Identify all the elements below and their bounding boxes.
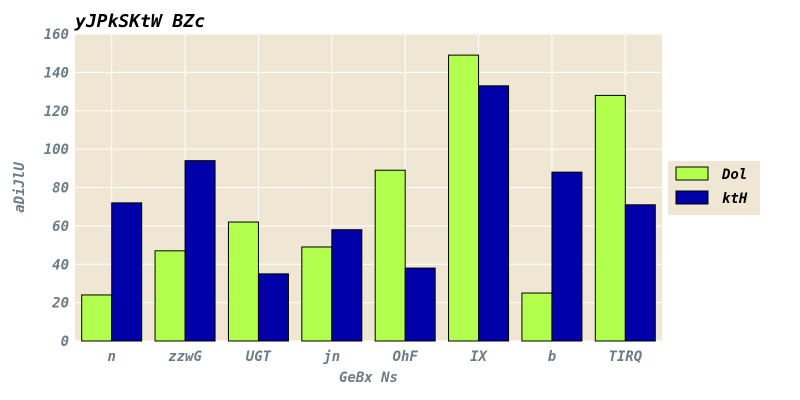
- legend-swatch-Dol: [675, 166, 709, 181]
- bar-ktH-UGT: [257, 273, 289, 342]
- y-tick-label: 120: [44, 104, 69, 120]
- bar-ktH-TIRQ: [624, 204, 656, 342]
- bar-ktH-OhF: [404, 267, 436, 342]
- bar-Dol-b: [521, 292, 553, 342]
- x-tick-label: IX: [470, 349, 488, 365]
- y-tick-label: 0: [61, 334, 69, 350]
- x-tick-label: OhF: [393, 349, 419, 365]
- x-axis-label: GeBx Ns: [339, 370, 398, 386]
- bar-ktH-b: [551, 171, 583, 342]
- bar-ktH-IX: [478, 85, 510, 342]
- y-tick-label: 60: [52, 219, 69, 235]
- chart-title: yJPkSKtW BZc: [74, 11, 205, 32]
- bar-Dol-OhF: [374, 169, 406, 342]
- bar-ktH-n: [111, 202, 143, 342]
- legend-label-ktH: ktH: [722, 191, 748, 207]
- y-tick-label: 100: [44, 142, 69, 158]
- bar-ktH-jn: [331, 229, 363, 342]
- y-tick-label: 80: [52, 181, 69, 197]
- bar-Dol-UGT: [227, 221, 259, 342]
- x-tick-label: zzwG: [168, 349, 202, 365]
- x-tick-label: TIRQ: [608, 349, 642, 365]
- y-tick-label: 140: [44, 65, 69, 81]
- legend-swatch-ktH: [675, 190, 709, 205]
- bar-Dol-IX: [448, 54, 480, 342]
- x-tick-label: UGT: [246, 349, 272, 365]
- bar-Dol-zzwG: [154, 250, 186, 342]
- x-tick-label: n: [107, 349, 115, 365]
- bar-Dol-n: [81, 294, 113, 342]
- y-tick-label: 40: [52, 257, 69, 273]
- legend-label-Dol: Dol: [721, 167, 747, 183]
- x-tick-label: b: [548, 349, 556, 365]
- y-tick-label: 160: [44, 27, 69, 43]
- legend: Dol ktH: [668, 161, 760, 215]
- bar-Dol-TIRQ: [594, 94, 626, 342]
- y-axis-label: aDiJlU: [12, 162, 28, 213]
- y-tick-labels: 0 20 40 60 80 100 120 140 160: [44, 27, 69, 350]
- bar-Dol-jn: [301, 246, 333, 342]
- x-tick-labels: n zzwG UGT jn OhF IX b TIRQ: [107, 349, 642, 365]
- x-tick-label: jn: [322, 349, 340, 365]
- y-tick-label: 20: [51, 296, 69, 312]
- bars: [81, 54, 656, 342]
- bar-ktH-zzwG: [184, 160, 216, 342]
